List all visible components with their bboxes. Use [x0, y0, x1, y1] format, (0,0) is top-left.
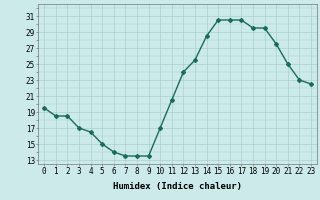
- X-axis label: Humidex (Indice chaleur): Humidex (Indice chaleur): [113, 182, 242, 191]
